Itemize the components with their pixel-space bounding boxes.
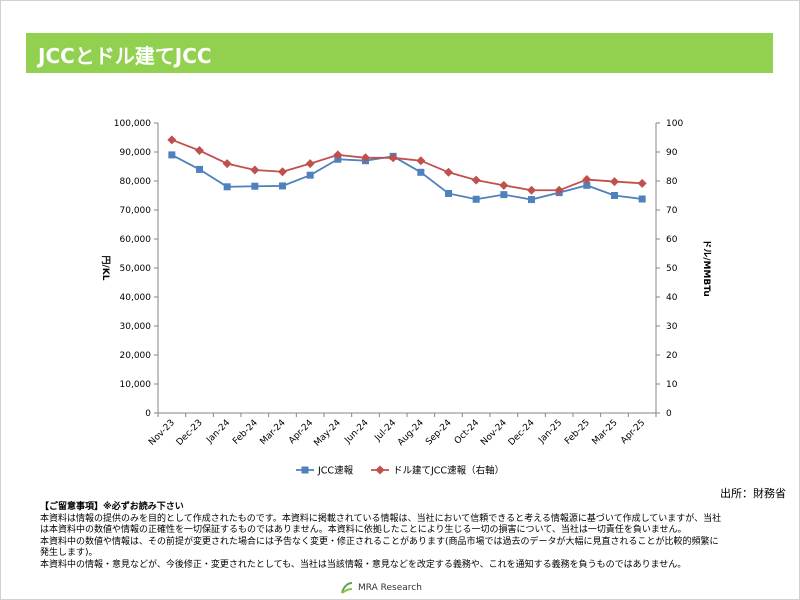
x-tick-label: Sep-24 (424, 418, 454, 448)
data-point (305, 159, 315, 169)
y2-tick-label: 100 (666, 119, 683, 129)
legend-marker (375, 465, 385, 475)
x-tick-label: Apr-24 (287, 418, 315, 446)
chart-series (167, 135, 647, 204)
x-tick-label: Dec-24 (507, 418, 537, 448)
x-tick-label: Jul-24 (372, 418, 398, 444)
data-point (471, 175, 481, 185)
legend-label: JCC速報 (317, 466, 354, 477)
y2-tick-label: 70 (666, 206, 678, 216)
data-point (333, 150, 343, 160)
x-tick-label: Feb-24 (231, 418, 260, 447)
data-point (223, 183, 231, 191)
data-point (417, 168, 425, 176)
data-point (499, 180, 509, 190)
data-point (611, 192, 618, 199)
data-point (278, 167, 287, 177)
y2-tick-label: 60 (666, 235, 678, 245)
legend-marker (301, 466, 309, 474)
y-tick-label: 90,000 (120, 148, 152, 158)
series-line (171, 138, 643, 192)
x-tick-label: Jan-25 (536, 418, 564, 446)
data-point (361, 153, 370, 163)
x-tick-label: Oct-24 (453, 418, 482, 447)
y-axis-title: 円/KL (100, 256, 111, 281)
data-point (638, 195, 646, 203)
x-tick-label: Feb-25 (563, 418, 592, 447)
disclaimer-notes: 【ご留意事項】※必ずお読み下さい 本資料は情報の提供のみを目的として作成されたも… (40, 502, 770, 571)
data-point (610, 177, 619, 187)
data-point (583, 181, 591, 189)
data-point (500, 191, 508, 199)
y-tick-label: 0 (145, 409, 151, 419)
chart-legend: JCC速報 ドル建てJCC速報（右軸） (296, 465, 504, 477)
x-tick-label: Nov-24 (479, 418, 509, 448)
chart-axes: 0 10,000 20,000 30,000 40,000 50,000 60,000 70,… (100, 119, 712, 449)
y-tick-label: 50,000 (120, 264, 152, 274)
y-tick-label: 10,000 (120, 380, 152, 390)
page-title: JCCとドル建てJCC (38, 44, 212, 68)
data-point (444, 167, 453, 177)
data-point (416, 156, 426, 166)
data-point (306, 171, 314, 179)
logo-mark-icon (341, 582, 353, 594)
y-tick-label: 70,000 (120, 206, 152, 216)
data-point (472, 195, 480, 203)
data-point (527, 185, 536, 195)
x-tick-label: Apr-25 (619, 418, 647, 446)
data-point (251, 182, 259, 190)
y2-tick-label: 20 (666, 351, 678, 361)
y2-tick-label: 30 (666, 322, 678, 332)
y-tick-label: 20,000 (120, 351, 152, 361)
x-tick-label: Mar-25 (591, 418, 620, 447)
y2-tick-label: 50 (666, 264, 678, 274)
data-point (445, 189, 452, 197)
data-point (528, 196, 535, 204)
notes-line: 本資料中の数値や情報は、その前提が変更された場合には予告なく変更・修正されること… (40, 536, 719, 547)
data-point (196, 165, 203, 173)
y-tick-label: 60,000 (120, 235, 152, 245)
title-bar: JCCとドル建てJCC (26, 33, 773, 73)
y2-tick-label: 0 (666, 409, 672, 419)
source-label: 出所：財務省 (720, 487, 786, 500)
data-point (388, 153, 398, 163)
data-point (554, 185, 564, 195)
y2-axis-title: ドル/MMBTu (701, 239, 712, 297)
x-tick-label: Jan-24 (204, 418, 232, 446)
x-tick-label: Mar-24 (259, 418, 288, 447)
y2-tick-label: 90 (666, 148, 678, 158)
x-tick-label: Jun-24 (343, 418, 371, 446)
data-point (222, 159, 232, 169)
series-line (171, 154, 643, 201)
notes-title: 【ご留意事項】※必ずお読み下さい (40, 502, 184, 512)
notes-line: 本資料中の情報・意見などが、今後修正・変更されたとしても、当社は当該情報・意見な… (40, 559, 687, 570)
y-tick-label: 30,000 (120, 322, 152, 332)
y2-tick-label: 40 (666, 293, 678, 303)
data-point (582, 175, 592, 185)
data-point (167, 135, 177, 145)
y2-tick-label: 80 (666, 177, 678, 187)
y2-tick-label: 10 (666, 380, 678, 390)
notes-line: 発生します)。 (40, 548, 98, 558)
data-point (168, 151, 176, 159)
x-tick-label: Dec-23 (175, 418, 205, 448)
data-point (279, 182, 286, 190)
notes-line: は本資料中の数値や情報の正確性を一切保証するものではありません。本資料に依拠した… (40, 525, 687, 535)
y-tick-label: 40,000 (120, 293, 152, 303)
x-tick-label: Nov-23 (147, 418, 177, 448)
legend-label: ドル建てJCC速報（右軸） (393, 465, 504, 477)
data-point (250, 165, 260, 175)
x-tick-label: May-24 (312, 418, 343, 449)
y-tick-label: 100,000 (114, 119, 151, 129)
company-logo: MRA Research (340, 580, 422, 596)
logo-text: MRA Research (358, 583, 422, 593)
data-point (195, 146, 204, 156)
data-point (637, 178, 647, 188)
x-tick-label: Aug-24 (396, 418, 426, 448)
y-tick-label: 80,000 (120, 177, 152, 187)
notes-line: 本資料は情報の提供のみを目的として作成されたものです。本資料に掲載されている情報… (40, 513, 722, 524)
